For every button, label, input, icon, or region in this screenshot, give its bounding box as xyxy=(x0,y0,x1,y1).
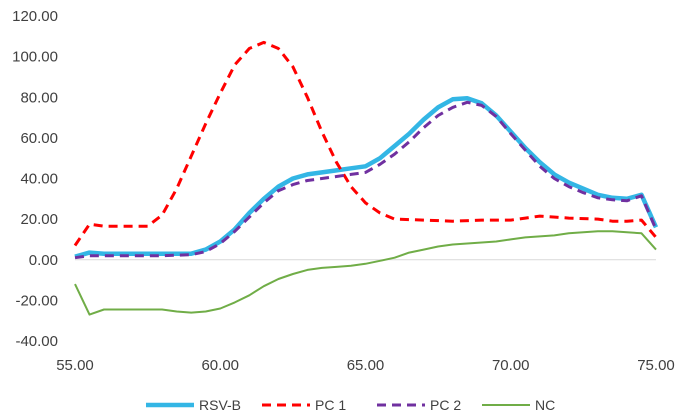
series-line-rsv-b xyxy=(74,96,659,259)
series-line-pc-2 xyxy=(74,100,658,260)
y-tick-label: 0.00 xyxy=(29,252,58,269)
y-tick-label: -40.00 xyxy=(15,333,58,350)
x-tick-label: 60.00 xyxy=(201,357,239,374)
x-tick-label: 65.00 xyxy=(347,357,385,374)
y-tick-label: 100.00 xyxy=(12,49,58,66)
y-tick-label: 20.00 xyxy=(20,211,58,228)
x-tick-label: 55.00 xyxy=(56,357,94,374)
y-axis-tick-labels: -40.00 -20.00 0.00 20.00 40.00 60.00 80.00 100.… xyxy=(12,8,58,350)
y-tick-label: 80.00 xyxy=(20,89,58,106)
legend-label: PC 1 xyxy=(315,397,346,413)
legend: RSV-B PC 1 PC 2 NC xyxy=(146,397,555,413)
legend-label: PC 2 xyxy=(430,397,461,413)
y-tick-label: 40.00 xyxy=(20,171,58,188)
x-tick-label: 75.00 xyxy=(637,357,675,374)
x-tick-label: 70.00 xyxy=(492,357,530,374)
legend-label: RSV-B xyxy=(199,397,241,413)
y-tick-label: 120.00 xyxy=(12,8,58,25)
x-axis-tick-labels: 55.00 60.00 65.00 70.00 75.00 xyxy=(56,357,675,374)
series-line-nc xyxy=(74,230,657,316)
legend-label: NC xyxy=(535,397,555,413)
y-tick-label: 60.00 xyxy=(20,130,58,147)
series-line-pc-1 xyxy=(73,40,658,247)
y-tick-label: -20.00 xyxy=(15,292,58,309)
series-lines xyxy=(73,40,659,316)
